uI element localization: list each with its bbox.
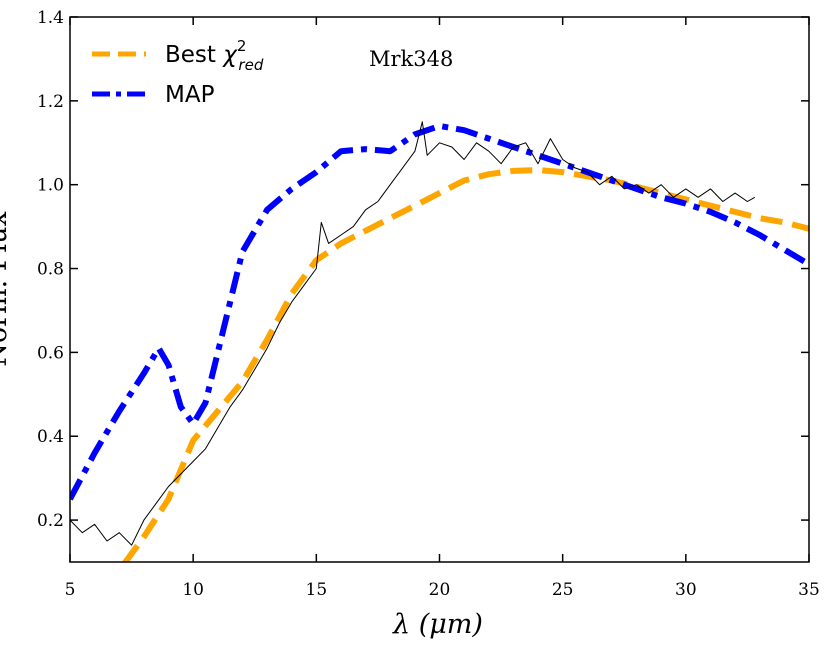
- series-layer: [70, 121, 809, 562]
- series-line-observed-spectrum: [70, 121, 756, 546]
- annotation-label: Mrk348: [369, 47, 453, 71]
- x-tick-label: 30: [675, 580, 697, 600]
- y-tick-label: 1.0: [37, 176, 64, 196]
- series-line-map: [70, 123, 809, 501]
- y-tick-label: 0.2: [37, 511, 64, 531]
- x-tick-label: 5: [65, 580, 76, 600]
- y-tick-label: 0.4: [37, 427, 64, 447]
- x-axis-label: λ (μm): [392, 609, 483, 640]
- x-tick-label: 35: [798, 580, 820, 600]
- y-tick-label: 1.2: [37, 92, 64, 112]
- x-tick-label: 10: [182, 580, 204, 600]
- x-tick-label: 25: [552, 580, 574, 600]
- legend: Best χ2 red MAP: [92, 37, 264, 108]
- legend-label-best: Best χ2 red: [165, 37, 264, 74]
- y-tick-label: 0.6: [37, 343, 64, 363]
- x-tick-label: 20: [429, 580, 451, 600]
- y-axis-label: Norm. Flux: [0, 211, 13, 367]
- y-tick-label: 0.8: [37, 260, 64, 280]
- ticks-layer: 5 10 15 20 25 30 35 0.2 0.4 0.6 0.8 1.0 1.2 1.4: [37, 8, 820, 600]
- series-line-best-chi2: [121, 167, 809, 562]
- x-tick-label: 15: [306, 580, 328, 600]
- legend-label-map: MAP: [165, 82, 215, 108]
- y-tick-label: 1.4: [37, 8, 64, 28]
